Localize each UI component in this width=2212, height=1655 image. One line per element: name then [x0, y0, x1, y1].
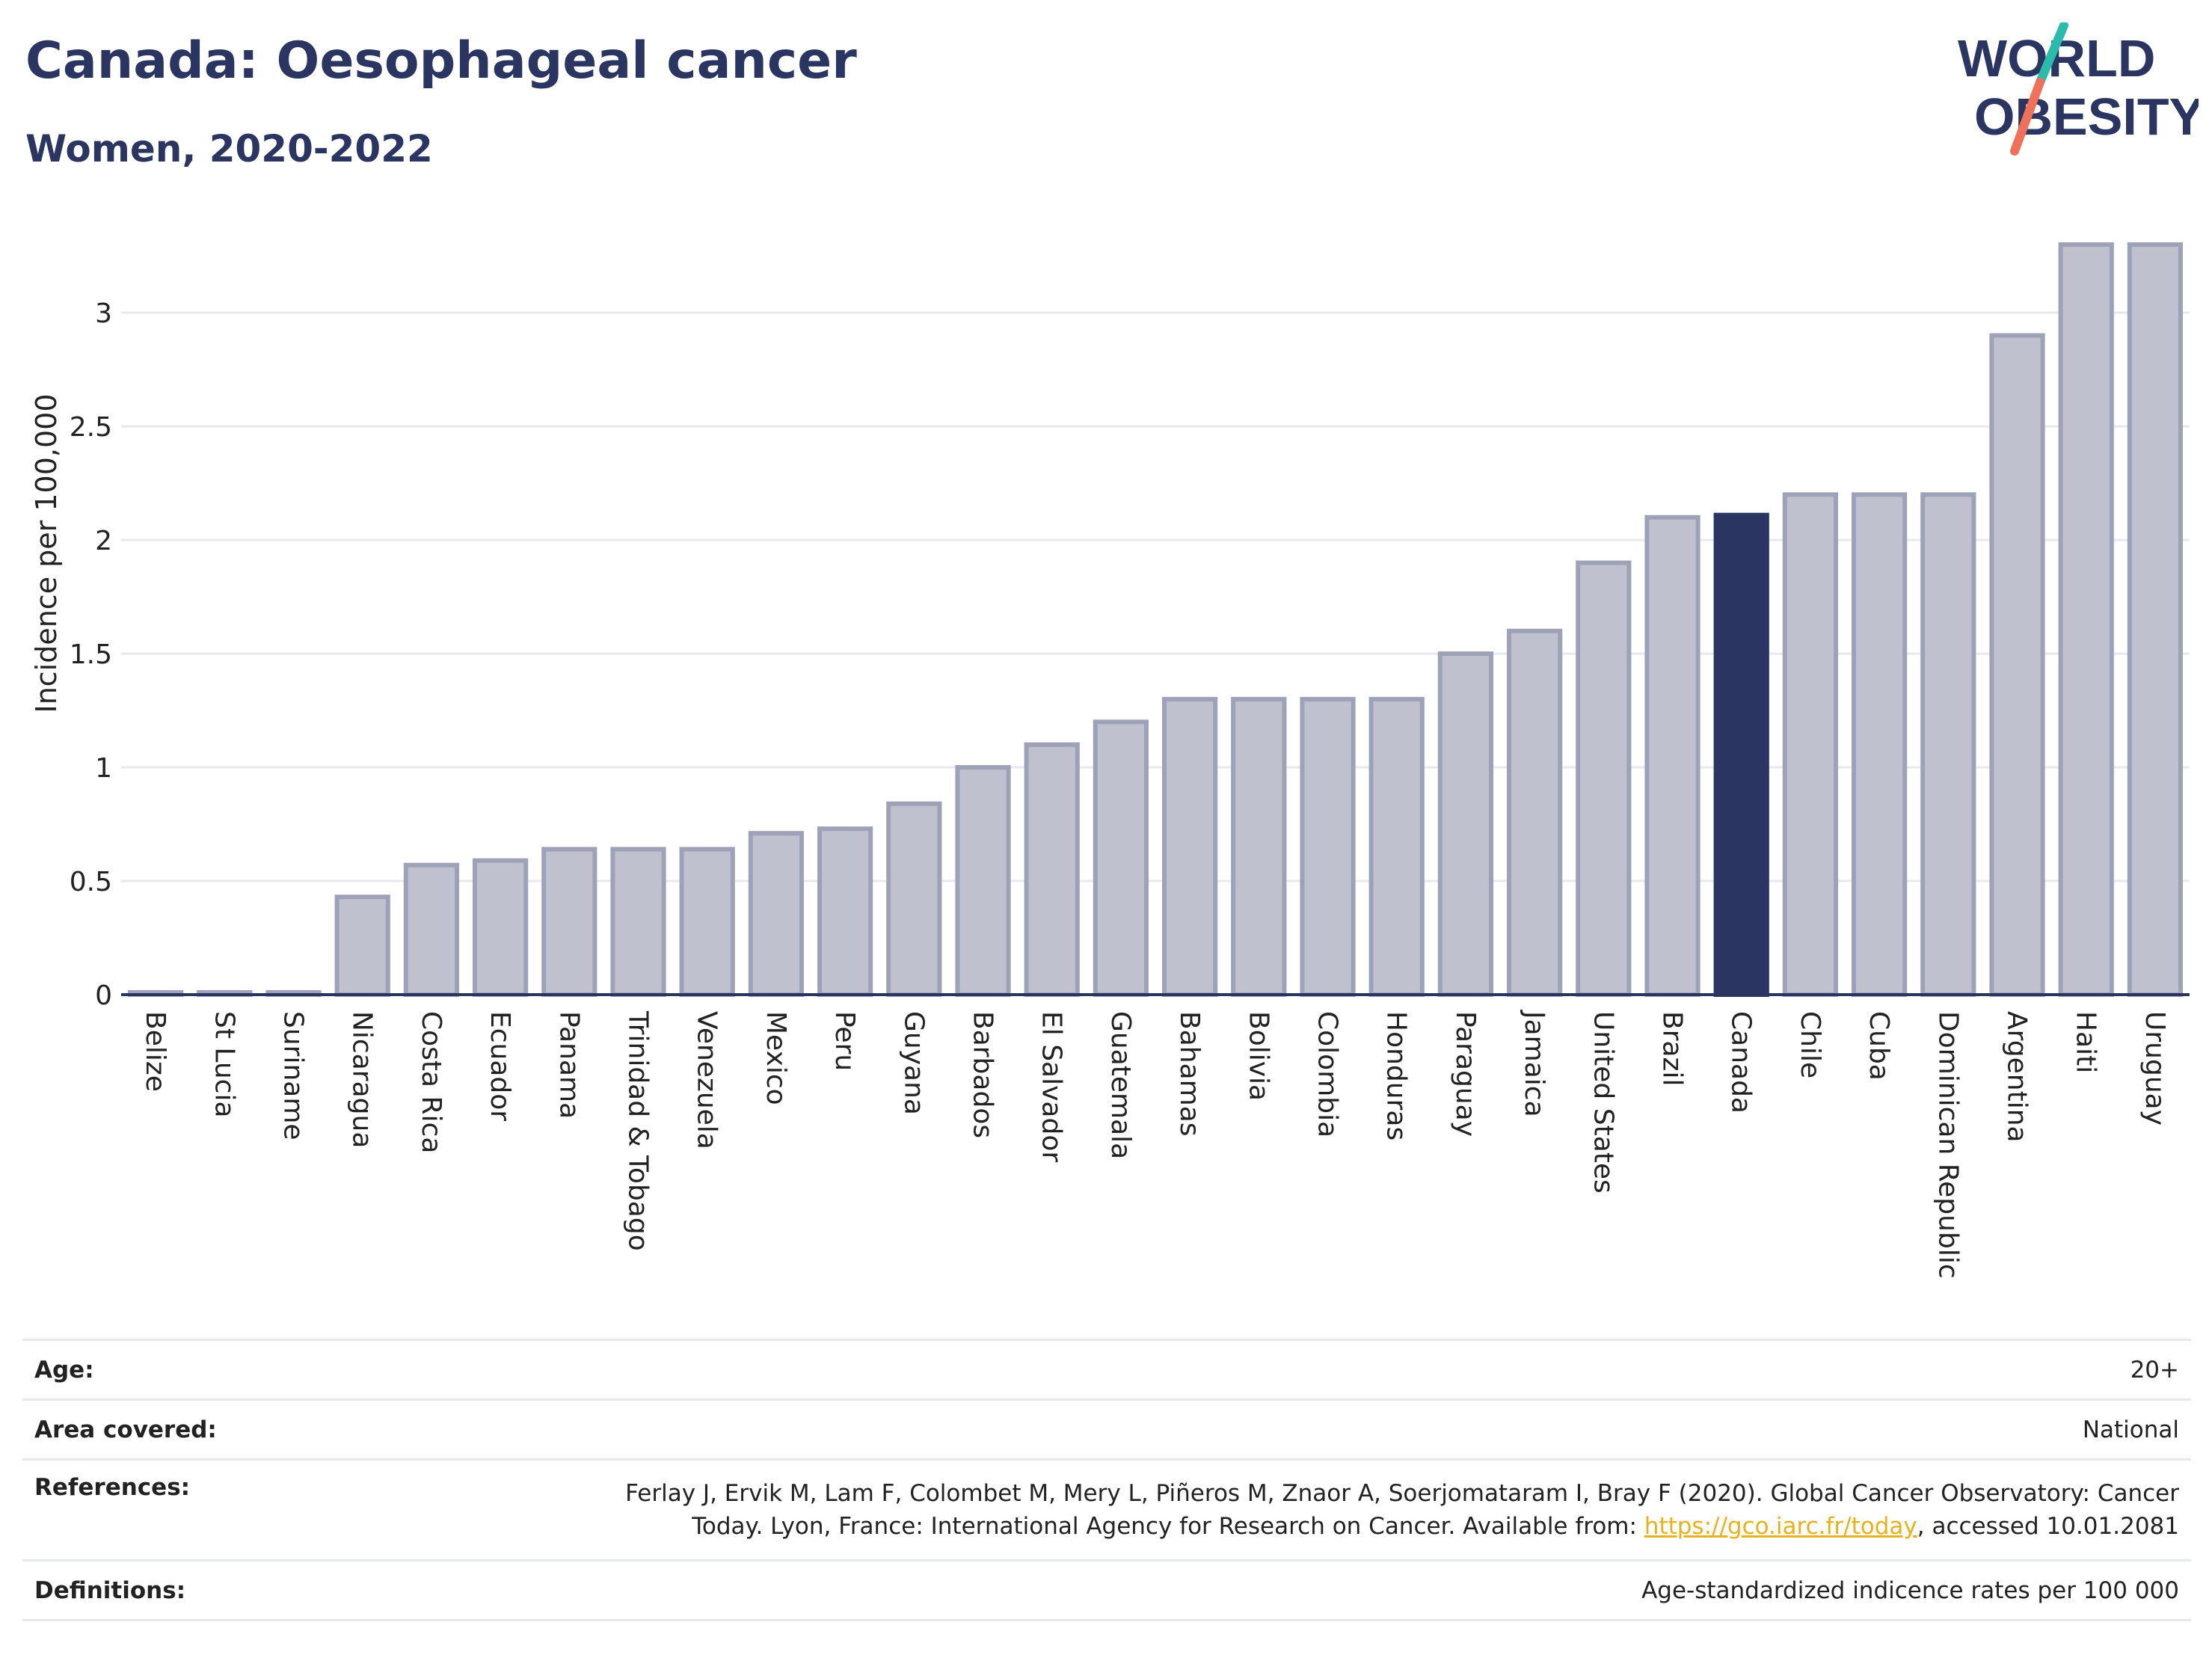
- x-tick-label: Mexico: [761, 1011, 791, 1105]
- bar-el-salvador: [1024, 742, 1080, 998]
- references-line-2: Today. Lyon, France: International Agenc…: [372, 1510, 2179, 1543]
- x-tick-label: Bolivia: [1243, 1011, 1274, 1101]
- logo-word-obesity: OBESITY: [1974, 87, 2199, 146]
- x-tick-label: Barbados: [968, 1011, 998, 1138]
- references-row: References: Ferlay J, Ervik M, Lam F, Co…: [22, 1458, 2191, 1561]
- area-label: Area covered:: [22, 1398, 360, 1460]
- bar-bolivia: [1231, 696, 1287, 997]
- x-tick-label: Panama: [553, 1011, 584, 1119]
- references-value: Ferlay J, Ervik M, Lam F, Colombet M, Me…: [360, 1458, 2191, 1561]
- x-tick-label: Brazil: [1657, 1011, 1688, 1086]
- bar-jamaica: [1506, 628, 1563, 997]
- references-link[interactable]: https://gco.iarc.fr/today: [1644, 1513, 1917, 1540]
- x-tick-label: Suriname: [278, 1011, 309, 1140]
- bar-brazil: [1644, 515, 1701, 997]
- y-tick-label: 1.5: [70, 639, 112, 670]
- x-tick-label: Ecuador: [485, 1011, 515, 1121]
- bars: [127, 242, 2184, 998]
- age-value: 20+: [360, 1339, 2191, 1400]
- references-label: References:: [22, 1458, 360, 1561]
- definitions-value: Age-standardized indicence rates per 100…: [360, 1559, 2191, 1621]
- x-tick-label: Colombia: [1312, 1011, 1343, 1137]
- logo-slash-teal: [2036, 22, 2068, 87]
- bar-ecuador: [472, 858, 529, 998]
- bar-united-states: [1576, 560, 1632, 997]
- y-tick-label: 0.5: [70, 867, 112, 897]
- x-tick-label: Belize: [140, 1011, 170, 1092]
- x-tick-label: Venezuela: [692, 1011, 722, 1149]
- x-tick-label: Canada: [1726, 1011, 1757, 1114]
- x-tick-label: Argentina: [2002, 1011, 2033, 1143]
- bar-haiti: [2058, 242, 2114, 997]
- y-tick-label: 2: [95, 526, 112, 556]
- bar-panama: [541, 847, 597, 997]
- references-text: Today. Lyon, France: International Agenc…: [692, 1513, 1644, 1540]
- x-tick-label: Nicaragua: [347, 1011, 378, 1148]
- chart-title: Canada: Oesophageal cancer: [25, 31, 857, 90]
- bar-costa-rica: [403, 862, 460, 997]
- x-tick-label: Haiti: [2071, 1011, 2101, 1073]
- age-row: Age: 20+: [22, 1339, 2191, 1400]
- bar-peru: [817, 826, 873, 998]
- references-accessed: , accessed 10.01.2081: [1917, 1513, 2179, 1540]
- bar-chart: 0 0.5 1 1.5 2 2.5 3 Belize St Lucia Suriname Nica…: [30, 242, 2190, 1279]
- x-tick-label: Guatemala: [1105, 1011, 1136, 1159]
- bar-bahamas: [1161, 696, 1218, 997]
- bar-colombia: [1300, 696, 1356, 997]
- x-tick-label: Honduras: [1381, 1011, 1412, 1140]
- x-tick-label: Jamaica: [1519, 1010, 1549, 1117]
- x-tick-label: Chile: [1795, 1011, 1825, 1078]
- y-tick-label: 0: [95, 980, 112, 1011]
- x-tick-label: St Lucia: [209, 1011, 239, 1118]
- bar-argentina: [1989, 333, 2045, 997]
- x-tick-label: United States: [1588, 1011, 1618, 1194]
- x-tick-label: Uruguay: [2139, 1011, 2170, 1126]
- area-row: Area covered: National: [22, 1398, 2191, 1460]
- references-line-1: Ferlay J, Ervik M, Lam F, Colombet M, Me…: [625, 1480, 2179, 1507]
- y-axis-label: Incidence per 100,000: [30, 393, 63, 713]
- x-tick-label: Guyana: [898, 1011, 929, 1115]
- bar-uruguay: [2127, 242, 2184, 997]
- x-tick-label: Dominican Republic: [1932, 1011, 1963, 1279]
- bar-guatemala: [1093, 719, 1149, 997]
- y-tick-label: 1: [95, 753, 112, 784]
- y-tick-label: 3: [95, 298, 112, 329]
- metadata-table: Age: 20+ Area covered: National Referenc…: [22, 1339, 2191, 1621]
- bar-chile: [1782, 492, 1839, 997]
- bar-guyana: [886, 801, 942, 998]
- y-tick-labels: 0 0.5 1 1.5 2 2.5 3: [70, 298, 112, 1011]
- area-value: National: [360, 1398, 2191, 1460]
- x-tick-label: El Salvador: [1036, 1011, 1067, 1162]
- x-tick-label: Bahamas: [1174, 1011, 1205, 1137]
- bar-nicaragua: [334, 894, 390, 997]
- grid-lines: [121, 311, 2190, 882]
- x-tick-label: Cuba: [1864, 1011, 1894, 1081]
- x-tick-label: Costa Rica: [416, 1011, 446, 1153]
- age-label: Age:: [22, 1339, 360, 1400]
- bar-canada: [1713, 512, 1769, 997]
- bar-paraguay: [1437, 651, 1494, 997]
- x-tick-label: Peru: [829, 1011, 860, 1071]
- bar-cuba: [1851, 492, 1908, 997]
- bar-mexico: [748, 831, 805, 997]
- logo-slash-coral: [2010, 78, 2044, 156]
- x-tick-labels: Belize St Lucia Suriname Nicaragua Costa Ric…: [140, 1010, 2170, 1279]
- bar-barbados: [955, 765, 1011, 997]
- definitions-label: Definitions:: [22, 1559, 360, 1621]
- chart-subtitle: Women, 2020-2022: [25, 127, 433, 171]
- world-obesity-logo: WORLD OBESITY: [1958, 22, 2199, 156]
- bar-trinidad-tobago: [610, 847, 666, 997]
- bar-dominican-republic: [1920, 492, 1976, 997]
- definitions-row: Definitions: Age-standardized indicence …: [22, 1559, 2191, 1621]
- x-tick-label: Paraguay: [1450, 1011, 1481, 1137]
- bar-honduras: [1368, 696, 1425, 997]
- x-tick-label: Trinidad & Tobago: [623, 1010, 654, 1251]
- y-tick-label: 2.5: [70, 412, 112, 443]
- bar-venezuela: [679, 847, 735, 997]
